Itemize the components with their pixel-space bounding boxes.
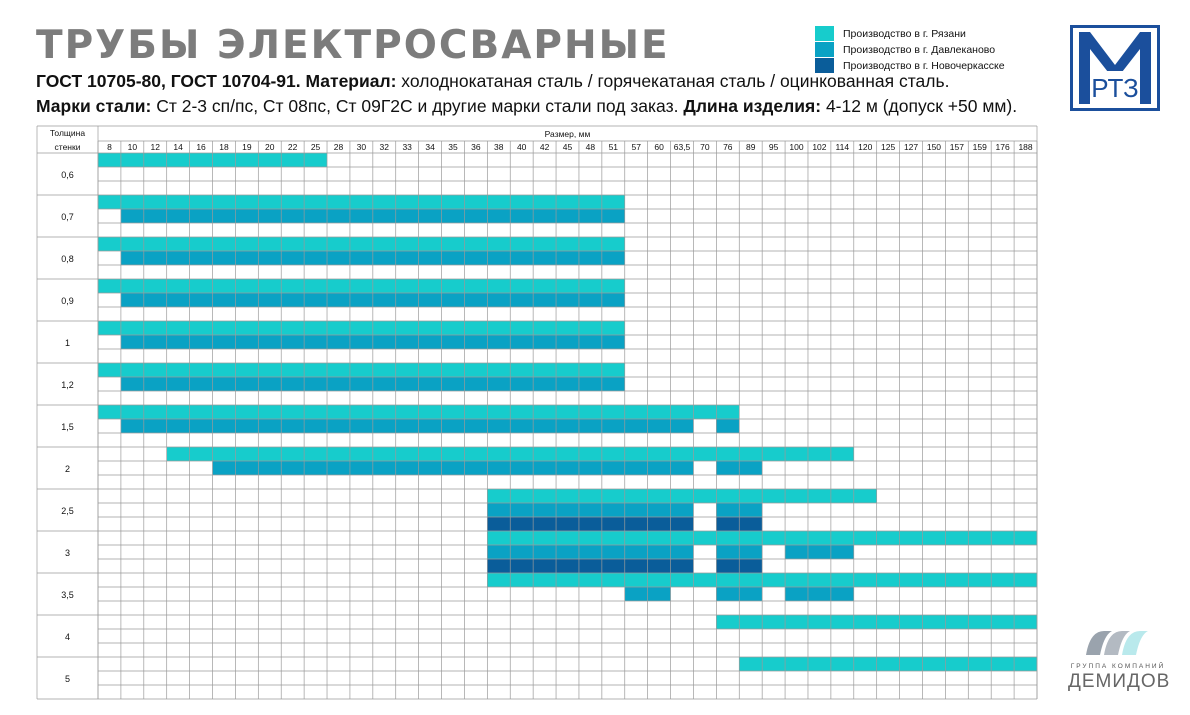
size-tick-label: 150 (927, 142, 941, 152)
size-tick-label: 25 (311, 142, 321, 152)
production-bar-r (98, 279, 625, 293)
production-bar-r (487, 489, 877, 503)
wall-thickness-label: 0,8 (61, 254, 74, 264)
production-bar-d (487, 503, 694, 517)
size-tick-label: 176 (996, 142, 1010, 152)
wall-thickness-label: 2 (65, 464, 70, 474)
wall-thickness-label: 0,9 (61, 296, 74, 306)
size-tick-label: 38 (494, 142, 504, 152)
gost-value: холоднокатаная сталь / горячекатаная ста… (396, 71, 950, 91)
size-tick-label: 45 (563, 142, 573, 152)
legend-item-ryazan: Производство в г. Рязани (815, 26, 1005, 41)
wall-thickness-label: 1 (65, 338, 70, 348)
gost-label: ГОСТ 10705-80, ГОСТ 10704-91. Материал: (36, 71, 397, 91)
size-tick-label: 159 (973, 142, 987, 152)
legend-label: Производство в г. Давлеканово (843, 43, 996, 56)
legend-swatch (815, 42, 834, 57)
size-tick-label: 157 (950, 142, 964, 152)
corner-label: Толщина (50, 128, 85, 138)
mrtz-logo: РТЗ (1070, 25, 1160, 111)
size-tick-label: 32 (380, 142, 390, 152)
corner-label: стенки (55, 142, 81, 152)
size-tick-label: 36 (471, 142, 481, 152)
production-bar-n (487, 559, 694, 573)
size-tick-label: 19 (242, 142, 252, 152)
size-tick-label: 120 (858, 142, 872, 152)
legend: Производство в г. Рязани Производство в … (815, 26, 1005, 74)
size-tick-label: 14 (173, 142, 183, 152)
production-bar-d (785, 545, 854, 559)
size-tick-label: 33 (402, 142, 412, 152)
legend-swatch (815, 26, 834, 41)
length-label: Длина изделия: (678, 96, 822, 116)
size-tick-label: 70 (700, 142, 710, 152)
size-tick-label: 100 (789, 142, 803, 152)
size-tick-label: 102 (812, 142, 826, 152)
size-tick-label: 42 (540, 142, 550, 152)
production-bar-n (487, 517, 694, 531)
size-tick-label: 188 (1018, 142, 1032, 152)
production-bar-r (98, 195, 625, 209)
legend-label: Производство в г. Рязани (843, 27, 966, 40)
size-tick-label: 60 (654, 142, 664, 152)
size-tick-label: 63,5 (674, 142, 691, 152)
wall-thickness-label: 1,5 (61, 422, 74, 432)
size-tick-label: 10 (128, 142, 138, 152)
length-value: 4-12 м (допуск +50 мм). (821, 96, 1018, 116)
size-tick-label: 20 (265, 142, 275, 152)
production-bar-r (739, 657, 1037, 671)
wall-thickness-label: 2,5 (61, 506, 74, 516)
size-tick-label: 12 (151, 142, 161, 152)
production-bar-d (212, 461, 694, 475)
wall-thickness-label: 1,2 (61, 380, 74, 390)
size-tick-label: 18 (219, 142, 229, 152)
legend-item-davlekanovo: Производство в г. Давлеканово (815, 42, 1005, 57)
production-bar-d (120, 419, 694, 433)
wall-thickness-label: 3,5 (61, 590, 74, 600)
demidov-brand: ГРУППА КОМПАНИЙ ДЕМИДОВ (1068, 625, 1171, 693)
size-tick-label: 16 (196, 142, 206, 152)
production-bar-r (98, 363, 625, 377)
brand-group-label: ГРУППА КОМПАНИЙ (1070, 663, 1166, 670)
production-bar-r (98, 321, 625, 335)
size-tick-label: 89 (746, 142, 756, 152)
production-bar-d (487, 545, 694, 559)
size-tick-label: 28 (334, 142, 344, 152)
steel-value: Ст 2-3 сп/пс, Ст 08пс, Ст 09Г2С и другие… (151, 96, 679, 116)
steel-label: Марки стали: (36, 96, 152, 116)
svg-text:РТЗ: РТЗ (1091, 73, 1138, 103)
size-header: Размер, мм (545, 129, 591, 139)
size-tick-label: 40 (517, 142, 527, 152)
demidov-logo-mark (1086, 631, 1148, 655)
size-tick-label: 95 (769, 142, 779, 152)
size-tick-label: 127 (904, 142, 918, 152)
size-tick-label: 30 (357, 142, 367, 152)
size-tick-label: 8 (107, 142, 112, 152)
size-tick-label: 76 (723, 142, 733, 152)
production-bar-d (785, 587, 854, 601)
wall-thickness-label: 5 (65, 674, 70, 684)
page-title: ТРУБЫ ЭЛЕКТРОСВАРНЫЕ (36, 23, 670, 68)
gost-line: ГОСТ 10705-80, ГОСТ 10704-91. Материал: … (36, 70, 949, 92)
brand-name: ДЕМИДОВ (1068, 671, 1171, 692)
legend-item-novocherkassk: Производство в г. Новочеркасске (815, 58, 1005, 73)
legend-label: Производство в г. Новочеркасске (843, 59, 1005, 72)
wall-thickness-label: 0,6 (61, 170, 74, 180)
wall-thickness-label: 3 (65, 548, 70, 558)
size-tick-label: 114 (836, 142, 850, 152)
steel-line: Марки стали: Ст 2-3 сп/пс, Ст 08пс, Ст 0… (36, 95, 1017, 117)
production-bar-r (98, 237, 625, 251)
size-tick-label: 57 (631, 142, 641, 152)
production-bar-d (716, 419, 740, 433)
size-tick-label: 48 (586, 142, 596, 152)
size-tick-label: 35 (448, 142, 458, 152)
wall-thickness-label: 0,7 (61, 212, 74, 222)
legend-swatch (815, 58, 834, 73)
size-tick-label: 51 (609, 142, 619, 152)
size-tick-label: 22 (288, 142, 298, 152)
size-tick-label: 34 (425, 142, 435, 152)
size-tick-label: 125 (881, 142, 895, 152)
wall-thickness-label: 4 (65, 632, 70, 642)
